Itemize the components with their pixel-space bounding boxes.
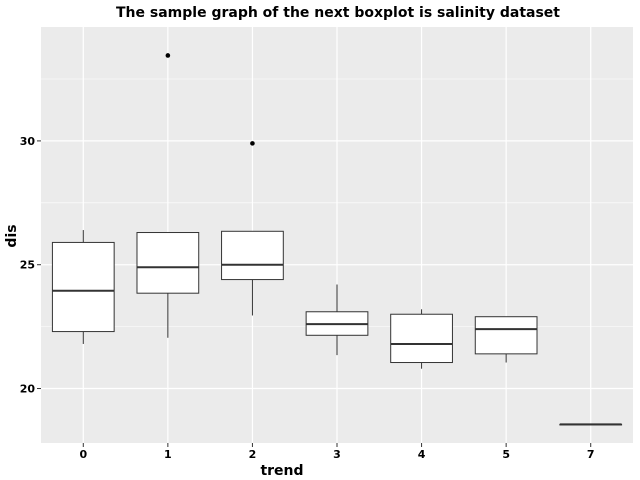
- y-axis: 20 25 30: [20, 135, 41, 396]
- box-iqr: [136, 232, 200, 294]
- box-iqr: [221, 230, 284, 281]
- x-axis: 0 1 2 3 4 5 7: [79, 443, 595, 461]
- y-axis-title: dis: [4, 224, 20, 247]
- x-tick-label: 3: [333, 448, 341, 461]
- y-tick-label: 30: [20, 135, 36, 148]
- x-tick-label: 4: [418, 448, 426, 461]
- x-tick-label: 5: [502, 448, 510, 461]
- box-category-3: [305, 284, 369, 356]
- outlier-point: [165, 53, 171, 58]
- x-axis-title: trend: [260, 463, 303, 479]
- box-category-4: [390, 309, 453, 369]
- box-iqr: [474, 316, 538, 355]
- box-iqr: [390, 313, 453, 364]
- box-category-7: [559, 423, 623, 426]
- x-tick-label: 1: [164, 448, 172, 461]
- x-tick-label: 2: [249, 448, 257, 461]
- outlier-point: [250, 141, 255, 146]
- chart-title: The sample graph of the next boxplot is …: [116, 5, 560, 21]
- grid-lines: [41, 27, 633, 443]
- box-category-2: [221, 141, 284, 316]
- y-tick-label: 20: [20, 383, 36, 396]
- x-tick-label: 7: [587, 448, 595, 461]
- y-tick-label: 25: [20, 259, 35, 272]
- box-category-0: [51, 230, 115, 344]
- box-iqr: [51, 241, 115, 333]
- box-category-1: [136, 53, 200, 338]
- x-tick-label: 0: [79, 448, 87, 461]
- boxes-layer: [51, 53, 623, 426]
- box-category-5: [474, 316, 538, 363]
